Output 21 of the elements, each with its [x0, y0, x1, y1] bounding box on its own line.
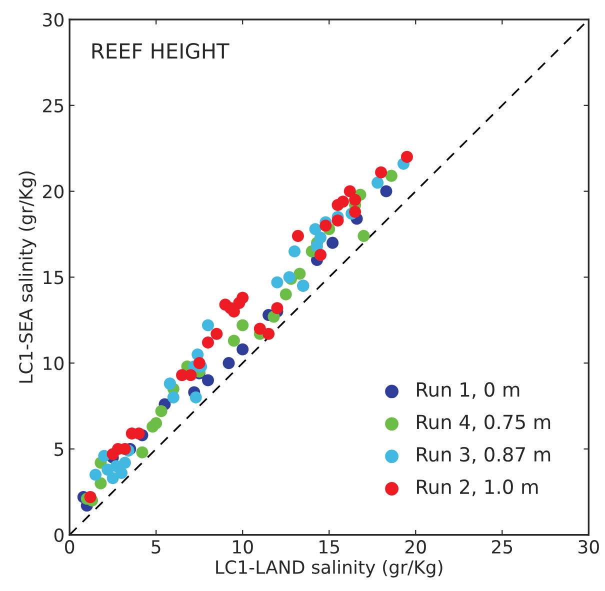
- y-tick-label: 25: [43, 98, 64, 113]
- y-axis-title: LC1-SEA salinity (gr/Kg): [18, 172, 36, 383]
- x-tick-label: 15: [320, 540, 340, 554]
- y-tick-label: 30: [43, 12, 64, 27]
- x-tick-label: 30: [578, 540, 599, 554]
- y-tick-label: 10: [44, 356, 64, 370]
- x-tick-label: 20: [405, 540, 426, 554]
- y-tick-label: 20: [43, 184, 64, 198]
- legend-label: Run 1, 0 m: [417, 382, 520, 399]
- legend-label: Run 4, 0.75 m: [417, 414, 550, 432]
- x-tick-label: 10: [233, 540, 253, 554]
- y-tick-label: 5: [54, 442, 64, 456]
- legend-label: Run 3, 0.87 m: [417, 447, 550, 464]
- y-tick-label: 15: [44, 270, 64, 284]
- x-tick-label: 5: [152, 540, 160, 554]
- y-tick-label: 0: [54, 528, 64, 542]
- x-tick-label: 0: [65, 540, 74, 554]
- x-tick-label: 25: [492, 540, 512, 554]
- annotation: REEF HEIGHT: [92, 43, 230, 59]
- x-axis-title: LC1-LAND salinity (gr/Kg): [216, 560, 442, 578]
- legend-label: Run 2, 1.0 m: [417, 479, 538, 496]
